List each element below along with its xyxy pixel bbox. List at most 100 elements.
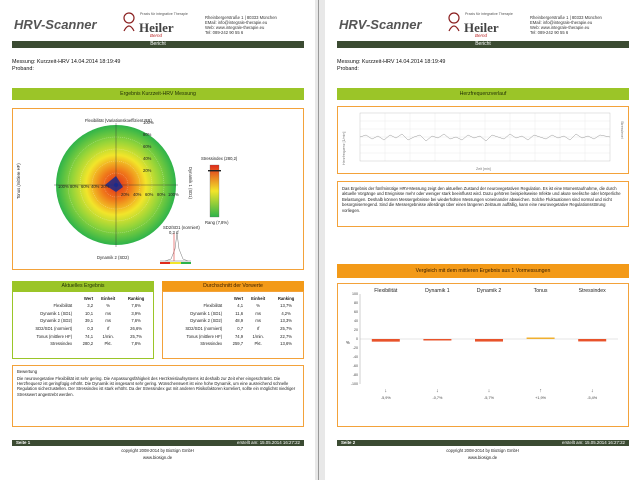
comparison-bar [526, 337, 555, 339]
y-tick-label: 60 [354, 310, 358, 314]
table-cell: Pkt. [104, 341, 112, 347]
sd-ratio-value: 0,3 rf [169, 230, 179, 235]
ring-label: 80% [157, 192, 166, 197]
y-tick-label: -100 [351, 382, 358, 386]
created-date: erstellt am: 15.05.2014 16:27:22 [562, 440, 625, 445]
table-cell: ms [105, 310, 111, 316]
table-cell: 22,7% [280, 333, 293, 339]
hr-y2label: Stresslevel [620, 121, 624, 139]
table-cell: Stressindex [50, 341, 73, 347]
y-tick-label: -40 [353, 355, 358, 359]
previous-avg-box: Wert Einheit Ranking Flexibilität 4,1% 13,7% D… [162, 291, 304, 359]
table-row: Flexibilität 4,1% 13,7% [165, 302, 301, 310]
category-label: Tonus [534, 288, 548, 294]
table-cell: 11,6 [235, 310, 244, 316]
hrv-scanner-logo: HRV-Scanner [14, 17, 97, 32]
current-result-table: Wert Einheit Ranking Flexibilität 3,2% 7,8% Dy… [15, 294, 151, 348]
report-header-bar: Bericht [12, 41, 304, 48]
value-label: -5,7% [484, 396, 495, 400]
table-cell: 13,6% [280, 341, 293, 347]
y-tick-label: -80 [353, 373, 358, 377]
table-header-cell: Wert [233, 295, 244, 301]
ring-label: 60% [143, 144, 152, 149]
report-page-2: HRV-Scanner Praxis für integrative Thera… [325, 0, 640, 480]
comparison-bar [371, 339, 400, 342]
page-divider [318, 0, 319, 480]
value-label: -5,9% [381, 396, 392, 400]
table-header-cell: Einheit [251, 295, 266, 301]
table-cell: 39,1 [84, 318, 94, 324]
table-row: Tonus (mittlere HF) 74,1 1/min. 25,7% [15, 332, 151, 340]
y-tick-label: 0 [356, 337, 358, 341]
section-title-hr: Herzfrequenzverlauf [337, 88, 629, 100]
table-row: Dynamik 2 (SD2) 48,9 ms 13,3% [165, 317, 301, 325]
table-cell: ms [105, 318, 111, 324]
chart-bottom-label: Dynamik 2 (SD2) [97, 255, 129, 260]
table-cell: 3,9% [131, 310, 141, 316]
y-tick-label: 20 [354, 328, 358, 332]
value-label: -0,7% [432, 396, 443, 400]
table-cell: 0,3 [87, 326, 94, 332]
description-text: Das Ergebnis der fünfminütige HRV-Messun… [342, 186, 621, 213]
hrv-scanner-logo: HRV-Scanner [339, 17, 422, 32]
arrow-down-icon: ↓ [384, 388, 387, 394]
stress-rank-label: Rang (7,8%) [205, 220, 229, 225]
table-row: Tonus (mittlere HF) 74,9 1/min. 22,7% [165, 332, 301, 340]
table-cell: Dynamik 1 (SD1) [40, 310, 73, 316]
heart-rate-chart [359, 112, 611, 162]
hr-ylabel: Herzfrequenz [1/min] [342, 131, 346, 165]
hr-xlabel: Zeit [min] [476, 167, 491, 171]
table-cell: 1/min. [102, 333, 114, 339]
ring-label: 80% [70, 184, 79, 189]
table-cell: 280,2 [82, 341, 94, 347]
category-label: Dynamik 2 [477, 288, 502, 294]
website-link[interactable]: www.biosign.de [142, 455, 173, 460]
table-cell: 74,9 [234, 333, 244, 339]
chart-left-label: Tonus (mittlere HF) [16, 163, 21, 199]
practice-address: Rheinbergerstraße 1 | 80333 München EMai… [530, 15, 602, 35]
proband-label: Proband: [337, 66, 359, 72]
table-cell: 25,7% [130, 333, 143, 339]
table-cell: SD2/SD1 (normiert) [35, 326, 73, 332]
table-cell: 26,6% [130, 326, 143, 332]
arrow-down-icon: ↓ [436, 388, 439, 394]
table-cell: Dynamik 1 (SD1) [190, 310, 223, 316]
table-cell: ms [255, 310, 261, 316]
table-row: Stressindex 259,7 Pkt. 13,6% [165, 340, 301, 348]
table-cell: Tonus (mittlere HF) [36, 333, 73, 339]
heiler-logo-text: Heiler [139, 20, 174, 35]
website-link[interactable]: www.biosign.de [467, 455, 498, 460]
logo-tagline: Praxis für integrative Therapie [140, 12, 188, 16]
table-row: Flexibilität 3,2% 7,8% [15, 302, 151, 310]
sd-ratio-label: SD2/SD1 (normiert) [163, 225, 200, 230]
hrv-radial-chart [54, 123, 221, 264]
ring-label: 20% [101, 184, 110, 189]
logo-sub: Bernd [475, 33, 488, 38]
table-cell: 13,7% [280, 303, 293, 309]
table-row: SD2/SD1 (normiert) 0,7 rf 25,7% [165, 325, 301, 333]
copyright: copyright 2008-2014 by BioSign GmbH [446, 448, 519, 453]
previous-avg-title: Durchschnitt der Vorwerte [162, 281, 304, 291]
y-tick-label: 80 [354, 301, 358, 305]
section-title-hrv: Ergebnis Kurzzeit-HRV Messung [12, 88, 304, 100]
compare-ylabel: % [346, 340, 350, 345]
table-cell: 7,8% [131, 303, 141, 309]
table-cell: Flexibilität [53, 303, 73, 309]
table-cell: 74,1 [84, 333, 94, 339]
measurement-info: Messung: Kurzzeit-HRV 14.04.2014 18:19:4… [12, 59, 121, 65]
proband-label: Proband: [12, 66, 34, 72]
value-label: -5,4% [587, 396, 598, 400]
category-label: Stressindex [579, 288, 607, 294]
table-cell: rf [106, 326, 110, 332]
table-cell: 7,8% [131, 341, 141, 347]
table-header-cell: Wert [83, 295, 94, 301]
assessment-title: Bewertung [17, 369, 38, 374]
y-tick-label: -60 [353, 364, 358, 368]
y-tick-label: -20 [353, 346, 358, 350]
table-cell: SD2/SD1 (normiert) [185, 326, 223, 332]
description-box: Das Ergebnis der fünfminütige HRV-Messun… [337, 181, 629, 227]
ring-label: 40% [91, 184, 100, 189]
measurement-info: Messung: Kurzzeit-HRV 14.04.2014 18:19:4… [337, 59, 446, 65]
stress-index-label: Stressindex (280,2) [201, 156, 238, 161]
practice-address: Rheinbergerstraße 1 | 80333 München EMai… [205, 15, 277, 35]
